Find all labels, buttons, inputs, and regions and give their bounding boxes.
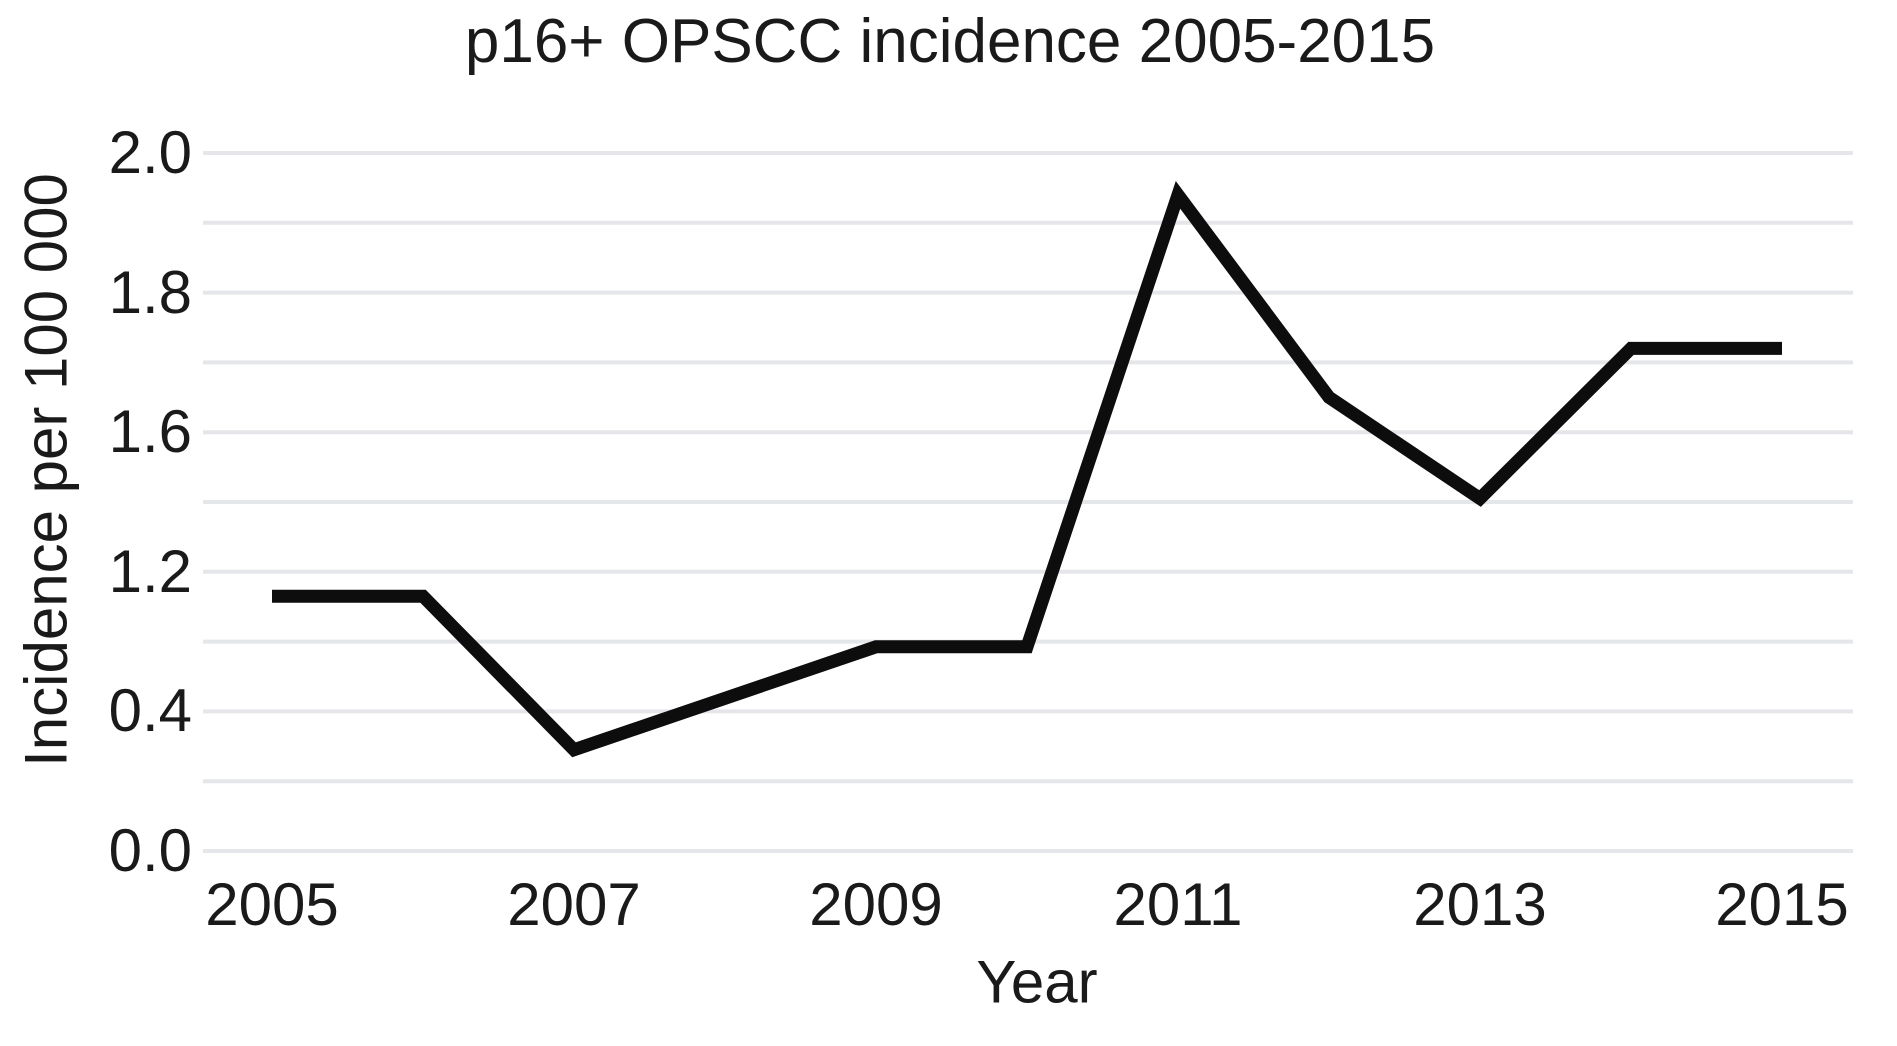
chart-title: p16+ OPSCC incidence 2005-2015 xyxy=(464,7,1436,76)
y-tick-label: 1.6 xyxy=(108,398,192,466)
x-tick-label: 2007 xyxy=(507,871,641,938)
y-tick-label: 0.0 xyxy=(108,817,192,884)
y-tick-label: 1.2 xyxy=(108,537,192,605)
y-tick-label: 2.0 xyxy=(108,119,192,186)
x-tick-label: 2013 xyxy=(1413,871,1547,938)
x-axis-title: Year xyxy=(976,948,1098,1016)
x-tick-label: 2009 xyxy=(809,871,943,938)
gridlines xyxy=(203,151,1853,853)
y-tick-label: 1.8 xyxy=(108,258,192,326)
y-tick-label: 0.4 xyxy=(108,677,192,745)
x-tick-label: 2015 xyxy=(1715,871,1849,938)
incidence-line-series xyxy=(272,181,1782,758)
x-tick-label: 2011 xyxy=(1113,871,1243,938)
x-tick-label: 2005 xyxy=(205,871,339,938)
